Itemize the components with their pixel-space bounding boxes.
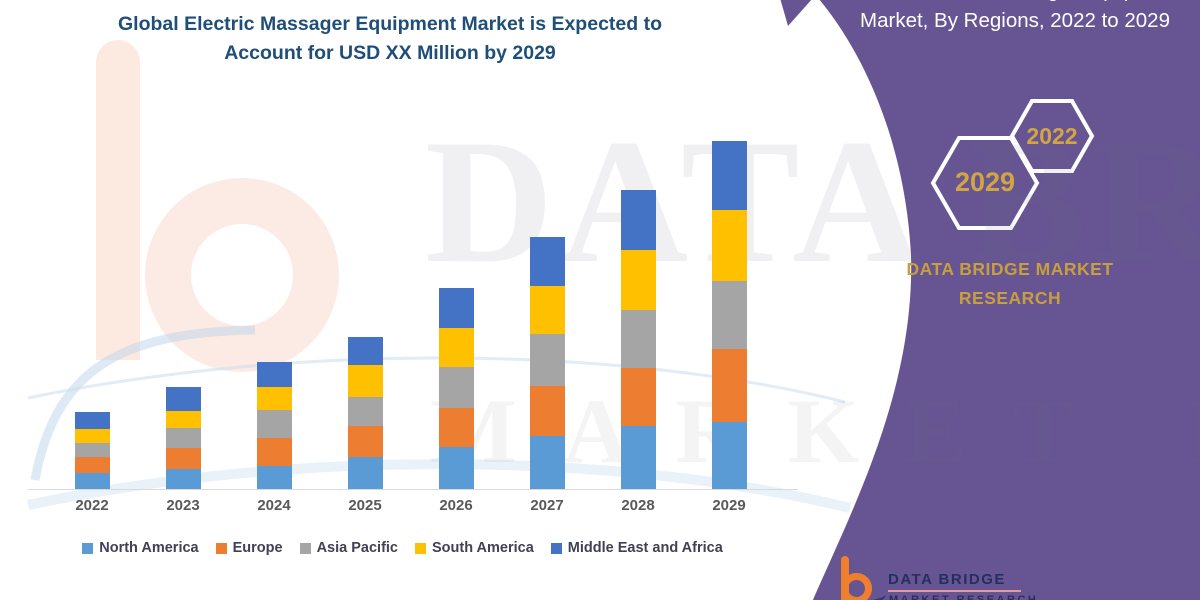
legend-item-asia-pacific: Asia Pacific [299,540,398,556]
bar-segment-2026-north-america [438,447,474,489]
panel-heading-line2: Market, By Regions, 2022 to 2029 [860,9,1170,32]
bar-segment-2027-north-america [529,436,565,489]
legend-swatch [415,542,426,554]
legend-item-north-america: North America [82,540,199,556]
bar-segment-2026-south-america [438,328,474,367]
side-panel-shape [812,0,1200,600]
watermark-logo-b-stem [96,40,140,360]
legend-swatch [299,542,311,554]
x-axis-label-2022: 2022 [75,497,109,514]
footer-logo-sub: MARKET RESEARCH [889,594,1039,600]
legend-label: Asia Pacific [316,540,398,556]
bar-segment-2027-south-america [529,286,565,334]
bar-segment-2026-middle-east-and-africa [438,288,474,328]
legend-item-middle-east-and-africa: Middle East and Africa [550,540,723,556]
legend-label: Middle East and Africa [567,540,723,556]
hexagon-2022-outline [1009,99,1095,173]
bar-segment-2024-north-america [256,466,292,489]
bar-segment-2024-south-america [256,387,292,410]
bar-segment-2023-europe [165,448,201,469]
bar-segment-2029-asia-pacific [711,281,747,349]
bar-segment-2023-middle-east-and-africa [165,387,201,411]
x-axis-label-2023: 2023 [166,497,200,514]
legend-item-europe: Europe [215,540,283,556]
bar-segment-2028-middle-east-and-africa [620,190,656,250]
x-axis-label-2029: 2029 [712,497,746,514]
bar-segment-2026-asia-pacific [438,367,474,408]
x-axis-label-2025: 2025 [348,497,382,514]
bar-segment-2025-middle-east-and-africa [347,337,383,365]
bar-segment-2022-europe [74,457,110,473]
bar-segment-2025-asia-pacific [347,397,383,426]
panel-brand-line2: RESEARCH [958,288,1062,308]
bar-segment-2022-middle-east-and-africa [74,412,110,429]
x-axis-label-2024: 2024 [257,497,291,514]
bar-segment-2024-asia-pacific [256,410,292,438]
panel-heading-line1-clipped: Global Electric Massager Equipment [835,0,1195,6]
bar-segment-2023-south-america [165,411,201,428]
bar-segment-2025-south-america [347,365,383,397]
bar-segment-2022-asia-pacific [74,443,110,457]
bar-segment-2024-middle-east-and-africa [256,362,292,387]
legend-label: North America [99,540,199,556]
panel-brand-line1: DATA BRIDGE MARKET [906,259,1114,279]
x-axis-label-2028: 2028 [621,497,655,514]
bar-segment-2029-north-america [711,422,747,489]
panel-heading: Global Electric Massager Equipment Marke… [835,0,1195,36]
bar-segment-2025-europe [347,426,383,457]
legend-label: Europe [232,540,283,556]
bar-segment-2023-asia-pacific [165,428,201,448]
bar-segment-2027-asia-pacific [529,334,565,386]
bar-segment-2028-asia-pacific [620,310,656,368]
bar-segment-2023-north-america [165,469,201,489]
bar-segment-2022-south-america [74,429,110,443]
legend-item-south-america: South America [415,540,534,556]
x-axis-label-2026: 2026 [439,497,473,514]
chart-title: Global Electric Massager Equipment Marke… [50,10,730,68]
hexagon-2029-year: 2029 [954,167,1016,197]
panel-brand-text: DATA BRIDGE MARKET RESEARCH [870,255,1150,313]
bar-segment-2029-middle-east-and-africa [711,141,747,210]
x-axis-label-2027: 2027 [530,497,564,514]
legend-swatch [550,542,562,554]
bar-segment-2027-europe [529,386,565,436]
bar-segment-2029-europe [711,349,747,422]
bar-segment-2022-north-america [74,473,110,489]
bar-segment-2027-middle-east-and-africa [529,237,565,286]
footer-logo-underline [888,590,1021,592]
footer-logo-brand: DATA BRIDGE [888,571,1006,588]
bar-segment-2029-south-america [711,210,747,281]
x-axis-line [28,489,798,490]
hexagon-2022-year: 2022 [1026,123,1078,149]
legend-swatch [82,542,94,554]
footer-logo-b-bowl [841,573,872,600]
chart-legend: North America Europe Asia Pacific South Ame… [30,540,775,556]
bar-segment-2024-europe [256,438,292,466]
chart-title-line2: Account for USD XX Million by 2029 [224,42,556,64]
bar-segment-2026-europe [438,408,474,447]
legend-swatch [215,542,227,554]
bar-segment-2028-europe [620,368,656,426]
chart-title-line1: Global Electric Massager Equipment Marke… [117,13,662,35]
side-panel-corner-sliver [780,0,812,26]
bar-segment-2028-north-america [620,426,656,489]
bar-segment-2025-north-america [347,457,383,489]
legend-label: South America [432,540,534,556]
bar-segment-2028-south-america [620,250,656,310]
